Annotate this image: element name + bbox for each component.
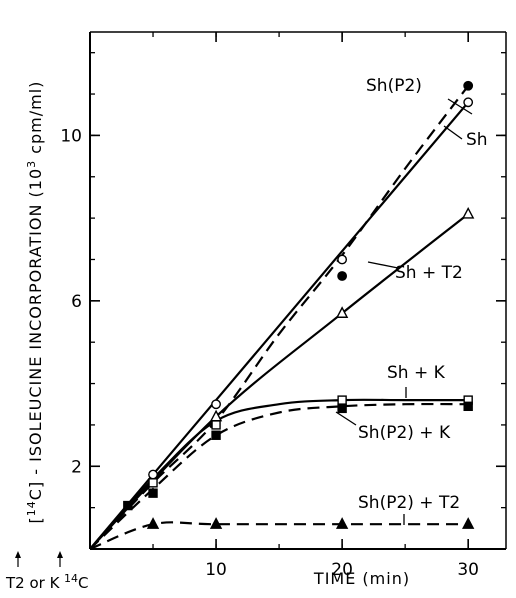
series-line-sh [89,101,470,550]
series-label-sh: Sh [466,130,488,150]
data-point-sh-k [148,478,158,488]
label-leader-sh-p2-k [335,411,357,426]
series-label-sh-k: Sh + K [387,363,446,383]
x-axis-title: TIME (min) [313,569,410,588]
y-axis-title-part: [ [26,516,45,523]
label-leader-sh-t2 [367,261,399,269]
label-leader-sh [443,125,463,140]
data-point-sh [211,399,221,410]
series-label-sh-t2: Sh + T2 [395,263,463,283]
data-point-sh [148,469,158,480]
data-point-sh-t2 [335,306,349,318]
series-line-sh-p2-t2 [89,521,469,551]
series-lines [89,85,470,551]
c14-annotation-part: C [78,574,88,592]
data-point-sh-p2-k [337,403,347,414]
data-point-sh-p2-k [123,500,133,511]
y-axis-title-part: cpm/ml) [26,81,45,160]
data-point-sh-p2-t2 [209,517,223,529]
label-leader-sh-p2 [447,98,473,115]
series-label-sh-p2-t2: Sh(P2) + T2 [358,493,460,513]
t2-or-k-annotation: T2 or K [5,574,61,592]
y-tick-label: 6 [71,292,82,312]
y-tick-label: 2 [71,457,82,477]
data-point-sh-p2 [463,80,474,91]
data-point-sh [463,97,474,108]
y-axis-title-part: C] - ISOLEUCINE INCORPORATION (10 [26,168,45,500]
series-labels: Sh(P2) Sh Sh + T2 Sh + K Sh(P2) + K Sh(P2) + … [335,76,488,525]
series-label-sh-p2: Sh(P2) [366,76,422,96]
data-markers [123,80,475,529]
axes: 2 6 10 10 20 30 [60,31,507,580]
x-tick-label: 30 [457,560,479,580]
data-point-sh-t2 [462,206,475,219]
c14-annotation-part: 14 [64,572,78,585]
series-label-sh-p2-k: Sh(P2) + K [358,423,451,443]
data-point-sh-p2-k [148,488,158,498]
data-point-sh-k [337,395,347,405]
data-point-sh-k [211,420,221,430]
y-axis-title-part: 14 [25,500,38,516]
y-axis-title-part: 3 [25,160,38,168]
data-point-sh [337,254,348,265]
data-point-sh-p2-t2 [146,517,160,529]
data-point-sh-p2-k [463,401,473,412]
series-line-sh-p2 [89,85,470,550]
data-point-sh-p2-k [211,430,221,440]
y-tick-label: 10 [60,126,82,146]
y-axis-title: [14C] - ISOLEUCINE INCORPORATION (103 cp… [25,81,46,524]
data-point-sh-p2-t2 [462,517,475,529]
series-line-sh-t2 [89,213,469,550]
data-point-sh-p2 [337,271,348,281]
data-point-sh-p2-t2 [335,517,349,529]
x-tick-label: 10 [205,560,227,580]
addition-annotation: T2 or K [5,551,61,592]
x-tick-label: 20 [331,560,353,580]
isotope-annotation: 14C [57,551,88,592]
c14-annotation: 14C [64,572,88,593]
